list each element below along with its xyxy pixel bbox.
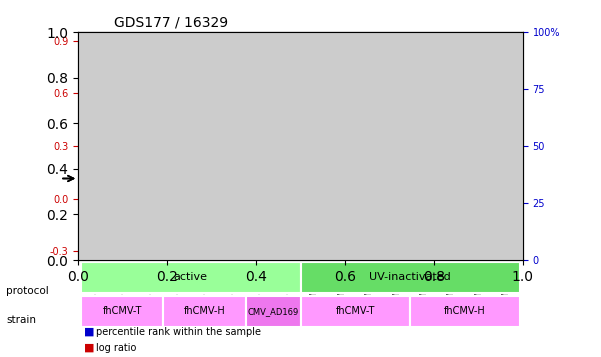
Point [200, 75, 209, 81]
Bar [196, 137, 213, 199]
Text: fhCMV-H: fhCMV-H [444, 306, 486, 316]
Bar [388, 181, 405, 199]
FancyBboxPatch shape [300, 262, 520, 292]
Point [172, 75, 182, 81]
Text: percentile rank within the sample: percentile rank within the sample [96, 327, 261, 337]
Bar [141, 151, 157, 199]
Point [447, 75, 456, 81]
Bar [471, 107, 487, 199]
Point [337, 193, 347, 199]
FancyBboxPatch shape [81, 262, 300, 292]
Bar [251, 107, 267, 199]
Text: ■: ■ [84, 343, 94, 353]
Point [90, 70, 99, 76]
Text: protocol: protocol [6, 286, 49, 296]
Bar [169, 137, 185, 199]
FancyBboxPatch shape [246, 296, 300, 327]
Text: fhCMV-H: fhCMV-H [183, 306, 225, 316]
Text: CMV_AD169: CMV_AD169 [248, 307, 299, 316]
Point [392, 171, 401, 176]
Bar [87, 120, 103, 199]
Point [254, 66, 264, 71]
Text: fhCMV-T: fhCMV-T [102, 306, 142, 316]
Bar [334, 199, 350, 257]
FancyBboxPatch shape [81, 296, 163, 327]
Bar [278, 111, 295, 199]
Bar [444, 167, 460, 199]
Point [474, 75, 484, 81]
Text: ■: ■ [84, 327, 94, 337]
FancyBboxPatch shape [410, 296, 520, 327]
Text: active: active [174, 272, 208, 282]
Text: strain: strain [6, 315, 36, 325]
Point [502, 161, 511, 167]
Text: GDS177 / 16329: GDS177 / 16329 [114, 16, 228, 30]
Point [364, 77, 374, 83]
Point [145, 86, 154, 92]
Bar [306, 134, 323, 199]
Point [227, 61, 237, 67]
Bar [361, 71, 377, 199]
Point [419, 150, 429, 156]
Bar [114, 81, 130, 199]
Bar [416, 174, 432, 199]
Point [117, 61, 127, 67]
Text: fhCMV-T: fhCMV-T [336, 306, 375, 316]
Point [282, 75, 291, 81]
Point [310, 86, 319, 92]
Text: UV-inactivated: UV-inactivated [370, 272, 451, 282]
FancyBboxPatch shape [300, 296, 410, 327]
Bar [224, 71, 240, 199]
FancyBboxPatch shape [163, 296, 246, 327]
Text: log ratio: log ratio [96, 343, 136, 353]
Bar [498, 129, 514, 199]
